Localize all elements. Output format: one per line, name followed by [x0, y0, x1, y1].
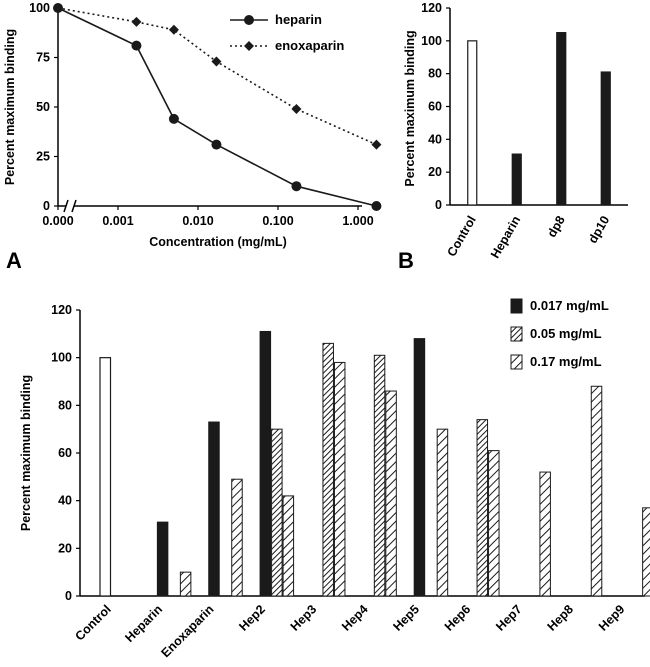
c-y-tick-label: 0 [65, 589, 72, 603]
a-y-tick-label: 25 [36, 150, 50, 164]
a-x-tick-label: 0.001 [102, 214, 133, 228]
c-y-tick-label: 100 [51, 351, 72, 365]
a-point-enoxaparin [53, 3, 63, 13]
a-legend-label-heparin: heparin [275, 12, 322, 27]
a-point-enoxaparin [168, 24, 179, 35]
c-bar-Hep2-0.017 mg/mL [259, 330, 272, 597]
c-bar-Hep2-0.05 mg/mL [271, 428, 283, 597]
c-x-tick-label: Hep4 [339, 602, 371, 634]
c-x-tick-label: Hep8 [545, 602, 577, 634]
a-point-enoxaparin [371, 139, 382, 150]
a-point-heparin [168, 113, 179, 124]
b-y-tick-label: 40 [428, 132, 442, 146]
a-y-tick-label: 100 [29, 1, 50, 15]
b-x-tick-label: Control [445, 214, 479, 259]
c-x-tick-label: Control [72, 602, 113, 643]
a-point-heparin [371, 201, 382, 211]
c-y-tick-label: 40 [58, 494, 72, 508]
a-point-heparin [211, 139, 222, 150]
a-legend-marker-enoxaparin [244, 41, 254, 51]
a-x-tick-label: 0.010 [182, 214, 213, 228]
panel-b-bar-chart: 0 20 40 60 80 100 120 Percent maximum binding Co… [403, 1, 628, 261]
b-y-tick-label: 80 [428, 67, 442, 81]
b-y-tick-label: 100 [421, 34, 442, 48]
b-bar-dp8 [556, 32, 567, 206]
c-x-tick-label: Hep7 [493, 602, 525, 634]
c-legend-swatch-0.17 mg/mL [510, 354, 523, 370]
b-bar-dp10 [600, 71, 611, 206]
c-x-tick-label: Hep6 [442, 602, 474, 634]
c-y-tick-label: 20 [58, 541, 72, 555]
c-bar-Hep3-0.17 mg/mL [333, 361, 346, 597]
c-x-tick-label: Hep3 [288, 602, 320, 634]
a-y-axis-title: Percent maximum binding [3, 29, 17, 185]
b-y-tick-label: 20 [428, 165, 442, 179]
c-y-tick-label: 60 [58, 446, 72, 460]
b-x-tick-label: dp10 [586, 213, 613, 245]
a-y-tick-label: 75 [36, 51, 50, 65]
panel-a-line-chart: 0 25 50 75 100 0.000 0.001 0.010 0.100 1.000 Conce… [3, 1, 382, 249]
c-bar-Enoxaparin-0.17 mg/mL [231, 478, 243, 597]
c-y-tick-label: 120 [51, 303, 72, 317]
c-legend-swatch-0.017 mg/mL [510, 298, 523, 314]
c-bar-Heparin-0.17 mg/mL [179, 571, 192, 597]
a-x-tick-label: 0.000 [42, 214, 73, 228]
c-legend: 0.017 mg/mL 0.05 mg/mL 0.17 mg/mL [510, 298, 609, 370]
a-series-line-heparin [57, 7, 377, 207]
a-y-tick-label: 0 [43, 199, 50, 213]
a-point-enoxaparin [211, 56, 222, 67]
c-bar-Hep5-0.017 mg/mL [413, 338, 426, 597]
c-legend-label-0.017 mg/mL: 0.017 mg/mL [530, 298, 609, 313]
b-x-tick-label: dp8 [545, 213, 568, 239]
a-x-tick-label: 1.000 [342, 214, 373, 228]
a-legend: heparin enoxaparin [230, 12, 344, 53]
c-bar-control [99, 357, 112, 597]
panel-label-a: A [6, 248, 22, 273]
c-x-tick-label: Enoxaparin [158, 602, 216, 660]
b-y-axis-title: Percent maximum binding [403, 30, 417, 186]
a-point-enoxaparin [131, 16, 142, 27]
c-x-tick-label: Hep5 [390, 602, 422, 634]
panel-c-grouped-bar-chart: 0 20 40 60 80 100 120 Percent maximum binding Co… [19, 298, 650, 660]
c-y-axis-title: Percent maximum binding [19, 375, 33, 531]
a-y-tick-label: 50 [36, 100, 50, 114]
c-legend-swatch-0.05 mg/mL [510, 326, 523, 342]
c-bar-Hep4-0.17 mg/mL [385, 390, 397, 597]
c-bar-Hep6-0.05 mg/mL [476, 419, 489, 597]
a-x-tick-label: 0.100 [262, 214, 293, 228]
a-point-heparin [131, 40, 142, 51]
c-bar-Heparin-0.017 mg/mL [156, 521, 169, 597]
c-bar-Hep3-0.05 mg/mL [322, 342, 334, 597]
c-bar-Enoxaparin-0.017 mg/mL [208, 421, 220, 597]
c-bar-Hep6-0.17 mg/mL [488, 450, 500, 597]
panel-label-b: B [398, 248, 414, 273]
b-y-tick-label: 0 [435, 198, 442, 212]
c-bar-Hep9-0.17 mg/mL [642, 507, 650, 597]
c-x-tick-label: Heparin [122, 602, 165, 645]
c-y-tick-label: 80 [58, 398, 72, 412]
a-axis-break-1 [63, 199, 69, 213]
c-bar-Hep5-0.17 mg/mL [436, 428, 449, 597]
c-bar-Hep8-0.17 mg/mL [590, 385, 603, 597]
a-x-axis-title: Concentration (mg/mL) [149, 235, 287, 249]
c-bar-Hep7-0.17 mg/mL [539, 471, 551, 597]
c-x-tick-label: Hep2 [236, 602, 268, 634]
b-bar-Control [467, 40, 478, 206]
a-axis-break-2 [71, 199, 77, 213]
a-point-enoxaparin [291, 103, 302, 114]
c-legend-label-0.05 mg/mL: 0.05 mg/mL [530, 326, 602, 341]
c-bar-Hep2-0.17 mg/mL [282, 495, 295, 597]
c-bar-Hep4-0.05 mg/mL [373, 354, 386, 597]
b-y-tick-label: 120 [421, 1, 442, 15]
b-x-tick-label: Heparin [488, 214, 523, 261]
a-legend-marker-heparin [244, 15, 254, 25]
a-series-line-enoxaparin [57, 7, 377, 146]
b-bar-Heparin [511, 153, 522, 206]
a-legend-label-enoxaparin: enoxaparin [275, 38, 344, 53]
b-y-tick-label: 60 [428, 100, 442, 114]
c-x-tick-label: Hep9 [596, 602, 628, 634]
c-legend-label-0.17 mg/mL: 0.17 mg/mL [530, 354, 602, 369]
a-point-heparin [291, 181, 302, 192]
